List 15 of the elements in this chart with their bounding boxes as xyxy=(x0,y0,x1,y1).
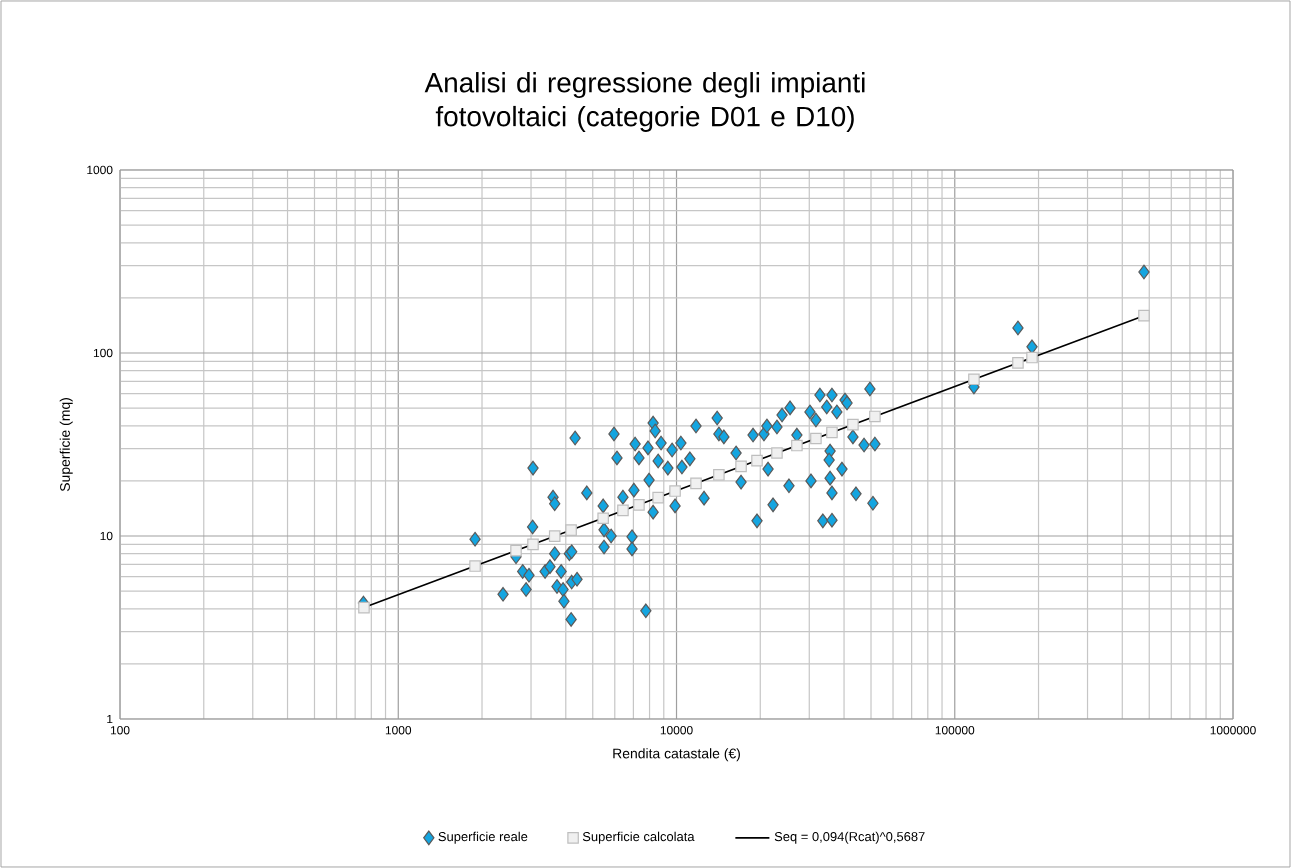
y-tick-label: 1000 xyxy=(87,165,113,175)
x-tick-label: 1000000 xyxy=(1210,726,1256,735)
x-tick-label: 10000 xyxy=(660,726,693,735)
chart-title: Analisi di regressione degli impianti fotovoltaici (categorie D01 e D10) xyxy=(424,72,865,132)
x-tick-label: 100 xyxy=(110,726,130,735)
y-axis-title: Superficie (mq) xyxy=(59,398,73,492)
x-tick-label: 1000 xyxy=(385,726,412,735)
x-tick-label: 100000 xyxy=(935,726,975,735)
legend-label: Superficie calcolata xyxy=(582,831,695,844)
y-tick-label: 10 xyxy=(100,531,113,541)
legend-label: Superficie reale xyxy=(438,831,528,844)
legend-label: Seq = 0,094(Rcat)^0,5687 xyxy=(774,831,925,844)
y-tick-label: 1 xyxy=(107,714,113,724)
y-tick-label: 100 xyxy=(93,348,113,358)
x-axis-title: Rendita catastale (€) xyxy=(613,748,740,762)
